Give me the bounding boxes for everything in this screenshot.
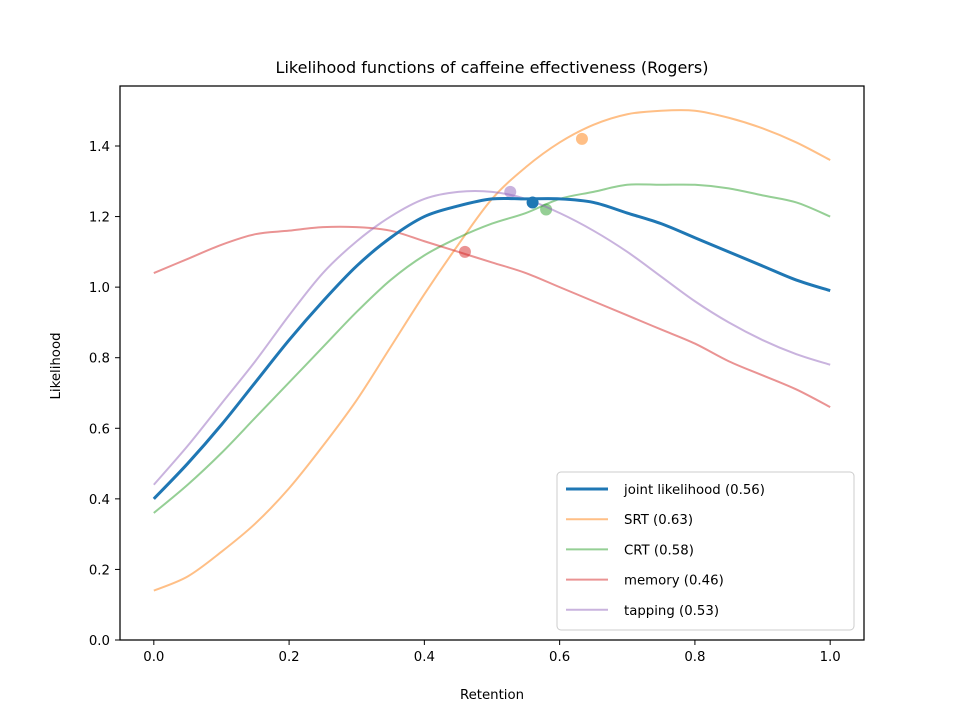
series-3 bbox=[153, 225, 831, 408]
legend-item: CRT (0.58) bbox=[566, 543, 694, 558]
series-line-3 bbox=[153, 225, 831, 408]
y-axis: 0.0 0.2 0.4 0.6 0.8 1.0 1.2 1.4 bbox=[89, 140, 120, 649]
x-tick-label: 1.0 bbox=[820, 650, 841, 665]
x-axis-label: Retention bbox=[460, 688, 524, 703]
y-tick-label: 0.6 bbox=[89, 422, 110, 437]
series-marker-4 bbox=[504, 185, 517, 198]
legend-item: SRT (0.63) bbox=[566, 513, 693, 528]
series-line-2 bbox=[153, 183, 831, 514]
legend-label: CRT (0.58) bbox=[624, 543, 694, 558]
y-tick-label: 1.2 bbox=[89, 211, 110, 226]
legend-label: joint likelihood (0.56) bbox=[623, 483, 765, 498]
series-0 bbox=[152, 196, 831, 500]
legend-item: memory (0.46) bbox=[566, 574, 724, 589]
y-tick-label: 0.8 bbox=[89, 352, 110, 367]
y-tick-label: 0.4 bbox=[89, 493, 110, 508]
series-marker-3 bbox=[458, 245, 471, 258]
series-marker-1 bbox=[575, 132, 588, 145]
y-tick-label: 1.0 bbox=[89, 281, 110, 296]
x-tick-label: 0.4 bbox=[414, 650, 435, 665]
x-tick-label: 0.0 bbox=[143, 650, 164, 665]
legend-item: tapping (0.53) bbox=[566, 604, 719, 619]
y-tick-label: 1.4 bbox=[89, 140, 110, 155]
legend-label: memory (0.46) bbox=[624, 574, 724, 589]
legend-label: SRT (0.63) bbox=[624, 513, 693, 528]
series-marker-0 bbox=[526, 196, 539, 209]
chart-title: Likelihood functions of caffeine effecti… bbox=[276, 58, 709, 77]
legend-box bbox=[556, 471, 855, 631]
x-tick-label: 0.6 bbox=[549, 650, 570, 665]
plot-area bbox=[152, 109, 831, 592]
series-4 bbox=[153, 185, 831, 486]
x-axis: 0.0 0.2 0.4 0.6 0.8 1.0 bbox=[143, 640, 841, 665]
x-tick-label: 0.8 bbox=[684, 650, 705, 665]
y-axis-label: Likelihood bbox=[49, 332, 64, 399]
x-tick-label: 0.2 bbox=[279, 650, 300, 665]
series-line-4 bbox=[153, 189, 831, 486]
legend-label: tapping (0.53) bbox=[624, 604, 719, 619]
legend: joint likelihood (0.56) SRT (0.63) CRT (0.… bbox=[556, 471, 855, 631]
axes-border bbox=[119, 85, 865, 641]
series-line-0 bbox=[152, 196, 831, 500]
y-tick-label: 0.0 bbox=[89, 634, 110, 649]
axes-frame bbox=[119, 85, 865, 641]
legend-item: joint likelihood (0.56) bbox=[566, 483, 765, 498]
y-tick-label: 0.2 bbox=[89, 563, 110, 578]
